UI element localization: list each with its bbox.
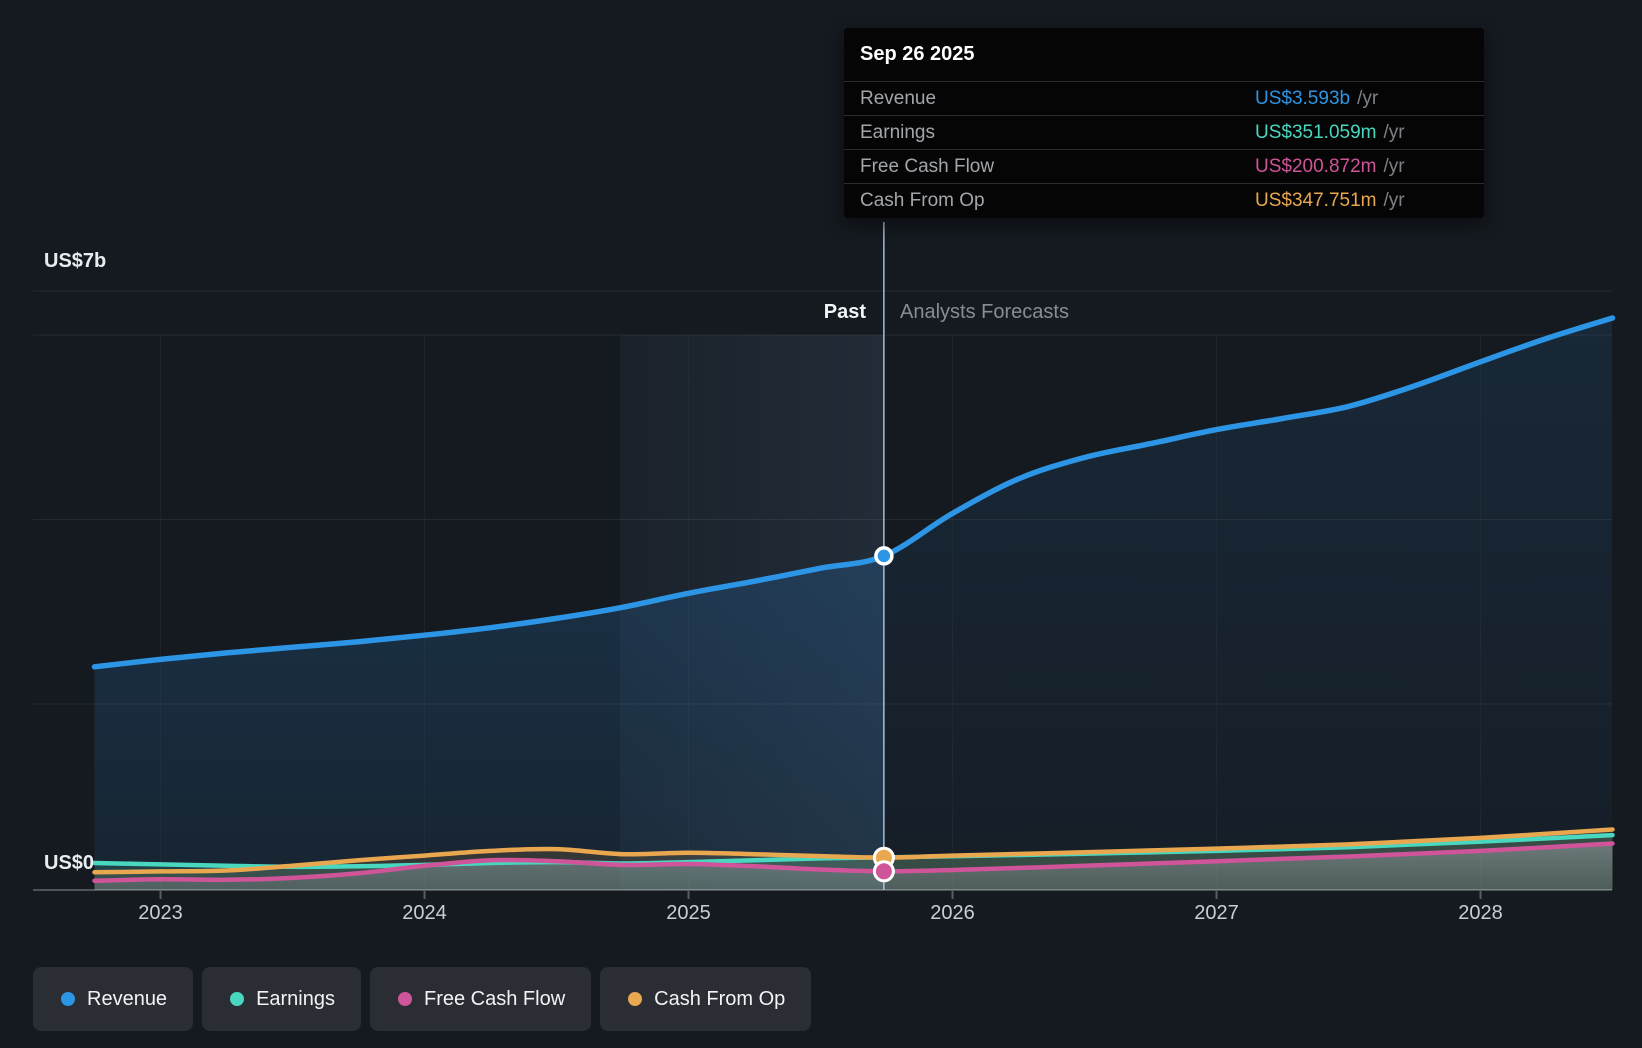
tooltip-date: Sep 26 2025 [860,43,975,65]
tooltip-row: Cash From Op US$347.751m /yr [844,183,1484,217]
tooltip-row-value: US$351.059m [1255,121,1377,143]
tooltip-row-suffix: /yr [1383,155,1405,177]
tooltip-rows: Revenue US$3.593b /yr Earnings US$351.05… [844,81,1484,217]
tooltip-row: Revenue US$3.593b /yr [844,81,1484,115]
y-axis-max-label: US$7b [44,250,107,272]
legend: Revenue Earnings Free Cash Flow Cash Fro… [33,967,812,1031]
free-cash-flow-line [92,841,1615,883]
marker-dot-revenue[interactable] [874,546,894,566]
revenue-area-past [94,555,884,890]
tooltip-row-label: Revenue [860,87,937,109]
x-axis-label: 2028 [1458,902,1503,924]
legend-item[interactable]: Revenue [33,967,194,1031]
tooltip-row-suffix: /yr [1383,189,1405,211]
legend-item-label: Earnings [256,987,335,1010]
tooltip-row-value: US$347.751m [1255,189,1377,211]
x-axis-labels: 2023 2024 2025 2026 2027 2028 [0,902,1642,928]
x-axis-label: 2025 [666,902,711,924]
y-axis-zero-label: US$0 [44,852,95,874]
tooltip-row-value: US$200.872m [1255,155,1377,177]
past-label: Past [823,301,866,323]
x-axis-label: 2023 [138,902,183,924]
x-axis-label: 2024 [402,902,447,924]
legend-item[interactable]: Earnings [202,967,361,1031]
tooltip: Sep 26 2025 Revenue US$3.593b /yr Earnin… [844,28,1484,218]
tooltip-row-suffix: /yr [1357,87,1379,109]
legend-item-label: Revenue [87,987,168,1010]
legend-item-label: Cash From Op [654,987,786,1010]
x-axis-label: 2026 [930,902,975,924]
tooltip-row: Free Cash Flow US$200.872m /yr [844,149,1484,183]
revenue-area-forecast [883,318,1612,890]
analysts-forecasts-label: Analysts Forecasts [900,301,1069,323]
free-cash-flow-area [94,843,1613,890]
marker-dot-free-cash-flow[interactable] [872,860,895,883]
revenue-line [91,315,1616,670]
tooltip-row-suffix: /yr [1383,121,1405,143]
legend-dot-icon [628,992,643,1006]
legend-item[interactable]: Cash From Op [600,967,812,1031]
tooltip-row-label: Cash From Op [860,189,985,211]
tooltip-row-label: Earnings [860,121,935,143]
cash-from-op-line [92,827,1615,875]
legend-item[interactable]: Free Cash Flow [370,967,592,1031]
tooltip-row: Earnings US$351.059m /yr [844,115,1484,149]
legend-item-label: Free Cash Flow [424,987,566,1010]
legend-dot-icon [398,992,412,1006]
x-axis-label: 2027 [1194,902,1239,924]
tooltip-row-value: US$3.593b [1255,87,1351,109]
tooltip-row-label: Free Cash Flow [860,155,995,177]
legend-dot-icon [61,992,75,1006]
legend-dot-icon [230,992,245,1006]
